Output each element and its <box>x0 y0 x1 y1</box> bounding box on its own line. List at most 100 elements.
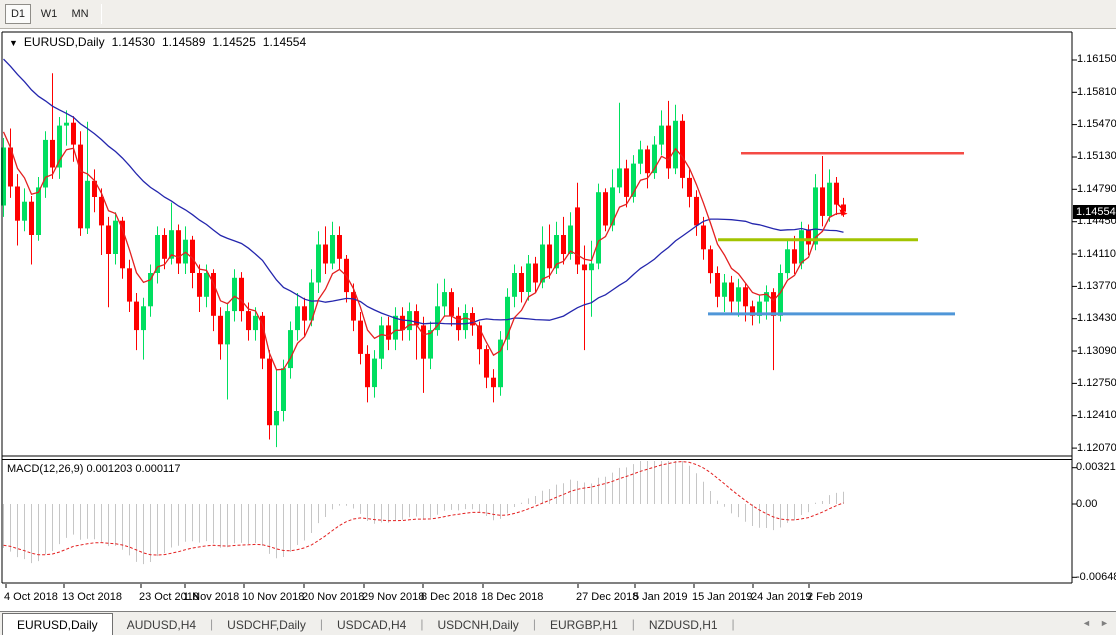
candle <box>274 411 279 426</box>
candle <box>92 180 97 197</box>
tabs-scroll-right-icon[interactable]: ► <box>1100 618 1109 628</box>
tabs-scroll-left-icon[interactable]: ◄ <box>1082 618 1091 628</box>
price-axis-label: 1.13770 <box>1077 280 1116 292</box>
candle <box>652 144 657 174</box>
candle <box>148 273 153 307</box>
candle <box>8 147 13 187</box>
candle <box>36 187 41 235</box>
candle <box>701 225 706 250</box>
chart-tab-usdcnh[interactable]: USDCNH,Daily <box>437 617 519 632</box>
candle <box>225 311 230 345</box>
candle <box>792 249 797 264</box>
candle <box>197 273 202 297</box>
tab-divider: | <box>210 616 214 631</box>
candle <box>253 315 258 331</box>
candle <box>15 186 20 221</box>
price-axis-label: 1.15130 <box>1077 150 1116 162</box>
macd-axis-label: -0.006485 <box>1076 571 1116 583</box>
candle <box>540 244 545 283</box>
candle <box>127 268 132 302</box>
date-axis-label: 1 Nov 2018 <box>183 591 240 603</box>
candle <box>1 147 6 206</box>
candle <box>547 244 552 269</box>
candle <box>680 120 685 178</box>
period-button-mn[interactable]: MN <box>71 8 89 20</box>
candle <box>435 306 440 331</box>
candle <box>456 315 461 331</box>
candle <box>134 301 139 331</box>
price-axis-label: 1.13430 <box>1077 312 1116 324</box>
candle <box>785 249 790 274</box>
date-axis-label: 23 Oct 2018 <box>139 591 199 603</box>
candle <box>365 353 370 388</box>
candle <box>484 349 489 378</box>
slow-ma-line <box>3 58 844 325</box>
candle <box>631 163 636 197</box>
candle <box>428 330 433 359</box>
candle <box>281 368 286 411</box>
chart-dropdown-icon[interactable]: ▼ <box>9 38 18 48</box>
price-axis-label: 1.13090 <box>1077 345 1116 357</box>
candle <box>316 244 321 283</box>
candle <box>393 315 398 340</box>
candle <box>729 282 734 302</box>
candle <box>498 339 503 388</box>
candle <box>764 292 769 302</box>
date-axis-label: 2 Feb 2019 <box>807 591 863 603</box>
candle <box>29 201 34 235</box>
candle <box>617 168 622 188</box>
candle <box>449 292 454 316</box>
chart-tab-eurgbp[interactable]: EURGBP,H1 <box>549 617 618 632</box>
candle <box>141 306 146 331</box>
candle <box>302 306 307 321</box>
candle <box>575 207 580 265</box>
chart-tab-eurusd[interactable]: EURUSD,Daily <box>2 613 113 635</box>
chart-tab-audusd[interactable]: AUDUSD,H4 <box>126 617 197 632</box>
candle <box>743 287 748 307</box>
candle <box>799 230 804 264</box>
toolbar-separator <box>101 4 102 24</box>
date-axis-label: 4 Oct 2018 <box>4 591 58 603</box>
current-price-badge: 1.14554 <box>1073 205 1116 219</box>
chart-tab-nzdusd[interactable]: NZDUSD,H1 <box>648 617 718 632</box>
candle <box>78 144 83 229</box>
candle <box>477 325 482 350</box>
candle <box>155 235 160 273</box>
candle <box>561 235 566 254</box>
price-arrow-icon <box>836 203 846 212</box>
candle <box>99 196 104 226</box>
period-button-w1[interactable]: W1 <box>40 8 58 20</box>
candle <box>400 315 405 331</box>
candle <box>442 292 447 307</box>
candlestick-chart[interactable] <box>0 29 1116 611</box>
candle <box>120 220 125 269</box>
candle <box>414 311 419 326</box>
tab-divider: | <box>420 616 424 631</box>
candle <box>162 235 167 259</box>
candle <box>666 125 671 169</box>
ohlc-close: 1.14554 <box>262 35 307 49</box>
price-axis-label: 1.15810 <box>1077 86 1116 98</box>
chart-tab-usdcad[interactable]: USDCAD,H4 <box>336 617 407 632</box>
candle <box>757 301 762 316</box>
date-axis-label: 8 Dec 2018 <box>421 591 478 603</box>
candle <box>638 149 643 164</box>
chart-tab-usdchf[interactable]: USDCHF,Daily <box>227 617 306 632</box>
chart-tabs-bar: EURUSD,Daily AUDUSD,H4 | USDCHF,Daily | USDCA… <box>0 611 1116 635</box>
candle <box>834 182 839 205</box>
candle <box>533 263 538 283</box>
ohlc-low: 1.14525 <box>212 35 256 49</box>
candle <box>351 292 356 321</box>
candle <box>190 239 195 273</box>
price-arrow-head <box>839 209 848 216</box>
candles-layer <box>1 73 846 448</box>
candle <box>827 182 832 216</box>
candle <box>386 325 391 340</box>
period-button-d1[interactable]: D1 <box>5 4 31 24</box>
price-axis-label: 1.12070 <box>1077 442 1116 454</box>
macd-signal-line <box>3 461 844 556</box>
candle <box>372 358 377 388</box>
candle <box>421 325 426 359</box>
macd-axis-label: 0.00 <box>1076 498 1098 510</box>
